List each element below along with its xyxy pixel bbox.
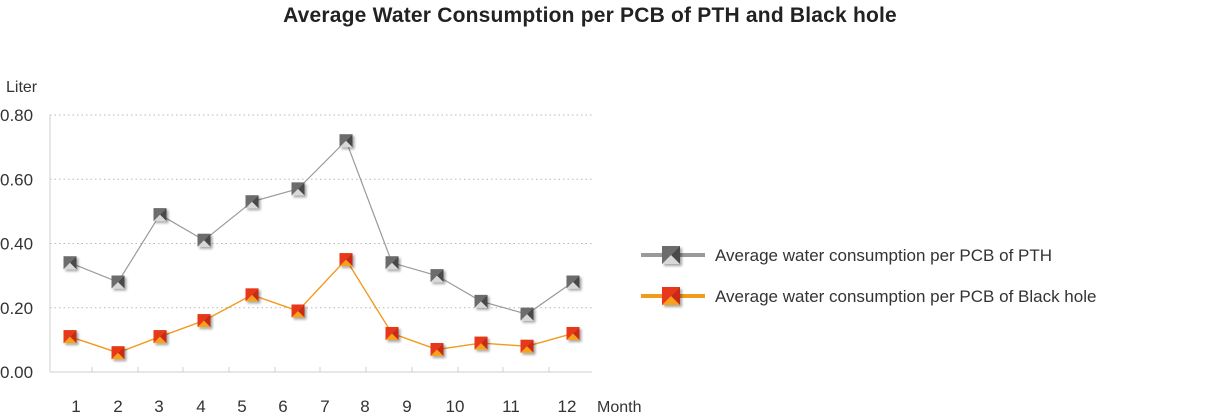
x-tick-label: 8 bbox=[360, 397, 369, 416]
data-point bbox=[520, 307, 534, 321]
legend-marker bbox=[662, 287, 680, 305]
data-point bbox=[566, 275, 580, 289]
x-tick-label: 5 bbox=[237, 397, 246, 416]
y-tick-label: 0.40 bbox=[0, 235, 33, 254]
data-point bbox=[385, 326, 399, 340]
axes: 0.000.200.400.600.801 2 3 4 5 6 7 8 9 10 11 12Liter… bbox=[0, 79, 641, 416]
series-black-hole bbox=[63, 253, 580, 360]
x-tick-label: 2 bbox=[113, 397, 122, 416]
y-tick-label: 0.60 bbox=[0, 170, 33, 189]
data-point bbox=[153, 330, 167, 344]
chart-title: Average Water Consumption per PCB of PTH… bbox=[283, 4, 897, 27]
legend-item-black-hole: Average water consumption per PCB of Bla… bbox=[641, 287, 1096, 306]
data-point bbox=[197, 314, 211, 328]
series-layer bbox=[63, 134, 580, 360]
legend-marker bbox=[662, 246, 680, 264]
data-point bbox=[197, 233, 211, 247]
data-point bbox=[245, 288, 259, 302]
y-tick-label: 0.80 bbox=[0, 106, 33, 125]
data-point bbox=[566, 326, 580, 340]
x-tick-label: 6 bbox=[278, 397, 287, 416]
data-point bbox=[385, 256, 399, 270]
data-point bbox=[474, 294, 488, 308]
data-point bbox=[153, 208, 167, 222]
x-tick-label: 7 bbox=[320, 397, 329, 416]
data-point bbox=[245, 195, 259, 209]
x-tick-label: 9 bbox=[402, 397, 411, 416]
x-axis-title: Month bbox=[597, 399, 641, 416]
data-point bbox=[339, 253, 353, 267]
y-axis-title: Liter bbox=[6, 79, 38, 96]
series-line bbox=[69, 258, 574, 354]
data-point bbox=[520, 339, 534, 353]
legend-label: Average water consumption per PCB of PTH bbox=[715, 246, 1052, 265]
data-point bbox=[430, 343, 444, 357]
legend-label: Average water consumption per PCB of Bla… bbox=[715, 287, 1096, 306]
data-point bbox=[63, 330, 77, 344]
series-pth bbox=[63, 134, 580, 321]
x-tick-label: 10 bbox=[446, 397, 465, 416]
data-point bbox=[474, 336, 488, 350]
x-tick-label: 12 bbox=[558, 397, 577, 416]
data-point bbox=[291, 304, 305, 318]
data-point bbox=[339, 134, 353, 148]
data-point bbox=[111, 275, 125, 289]
x-tick-label: 4 bbox=[196, 397, 205, 416]
data-point bbox=[430, 269, 444, 283]
y-tick-label: 0.00 bbox=[0, 363, 33, 382]
legend-item-pth: Average water consumption per PCB of PTH bbox=[641, 246, 1052, 265]
y-tick-label: 0.20 bbox=[0, 299, 33, 318]
x-tick-label: 11 bbox=[502, 397, 520, 416]
data-point bbox=[291, 182, 305, 196]
grid bbox=[50, 114, 592, 309]
series-line bbox=[69, 139, 574, 315]
data-point bbox=[63, 256, 77, 270]
data-point bbox=[111, 346, 125, 360]
x-tick-label: 1 bbox=[71, 397, 80, 416]
legend: Average water consumption per PCB of PTH… bbox=[641, 246, 1096, 306]
x-tick-label: 3 bbox=[154, 397, 163, 416]
